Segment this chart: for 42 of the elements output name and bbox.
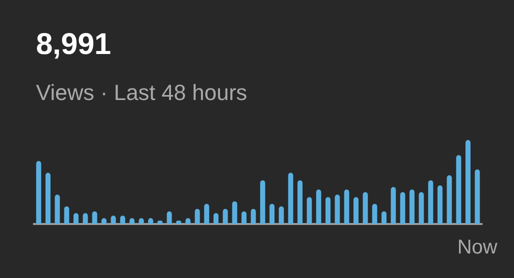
bar [45, 172, 51, 224]
chart-subtitle: Views · Last 48 hours [36, 80, 248, 106]
bar [474, 169, 480, 224]
bar [344, 190, 350, 224]
bar [400, 192, 406, 224]
bar [353, 197, 359, 224]
bar [54, 194, 60, 224]
bar [334, 194, 340, 224]
bar [278, 206, 284, 224]
bar [64, 206, 70, 224]
bar [232, 201, 238, 224]
bar [82, 213, 88, 224]
bar [428, 180, 434, 224]
bar [465, 140, 471, 224]
bar [269, 204, 275, 224]
bar [446, 175, 452, 224]
bar [297, 180, 303, 224]
bar [390, 187, 396, 224]
bar [166, 211, 172, 224]
bar [222, 208, 228, 224]
bar [92, 211, 98, 224]
x-tick-label: Now [457, 236, 498, 259]
bar [362, 192, 368, 224]
bar [372, 204, 378, 224]
bar [437, 185, 443, 224]
bar [241, 211, 247, 224]
bar [213, 213, 219, 224]
bar [250, 208, 256, 224]
bar [409, 190, 415, 224]
bar [456, 155, 462, 224]
bar [381, 211, 387, 224]
bar [316, 190, 322, 224]
bar [194, 208, 200, 224]
bar [288, 172, 294, 224]
bar [306, 197, 312, 224]
bar [325, 197, 331, 224]
bar [260, 180, 266, 224]
bar [73, 213, 79, 224]
chart-title: 8,991 [36, 28, 112, 62]
bar [418, 192, 424, 224]
bar [36, 161, 42, 224]
bar [204, 204, 210, 224]
